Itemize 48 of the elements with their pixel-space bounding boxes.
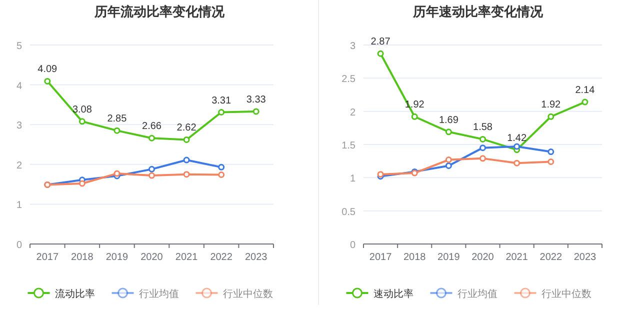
data-label: 2.87 bbox=[370, 36, 391, 48]
y-tick-label: 3 bbox=[350, 41, 356, 52]
x-tick-label: 2018 bbox=[71, 252, 94, 263]
legend-label: 速动比率 bbox=[373, 288, 414, 300]
legend-label: 行业中位数 bbox=[222, 288, 273, 300]
x-tick-label: 2022 bbox=[210, 252, 233, 263]
data-label: 1.69 bbox=[438, 114, 459, 126]
data-label: 3.33 bbox=[246, 94, 266, 106]
y-tick-label: 1 bbox=[16, 200, 22, 212]
legend-label: 行业均值 bbox=[457, 288, 498, 300]
data-label: 3.08 bbox=[72, 104, 92, 116]
y-tick-label: 0 bbox=[16, 240, 22, 251]
x-tick-label: 2017 bbox=[369, 252, 392, 263]
legend-label: 行业中位数 bbox=[541, 288, 592, 300]
data-label: 4.09 bbox=[38, 64, 58, 76]
x-tick-label: 2021 bbox=[175, 252, 198, 263]
x-tick-label: 2023 bbox=[244, 252, 268, 263]
data-label: 1.42 bbox=[507, 132, 527, 144]
x-tick-label: 2019 bbox=[438, 252, 460, 263]
data-label: 2.62 bbox=[176, 122, 197, 134]
x-tick-label: 2023 bbox=[574, 252, 597, 263]
data-label: 1.92 bbox=[541, 100, 562, 111]
y-tick-label: 3 bbox=[16, 120, 22, 132]
chart-title: 历年速动比率变化情况 bbox=[412, 4, 544, 19]
x-tick-label: 2020 bbox=[472, 252, 494, 263]
y-tick-label: 5 bbox=[16, 41, 22, 52]
legend-label: 流动比率 bbox=[54, 288, 95, 300]
x-tick-label: 2018 bbox=[403, 252, 426, 263]
data-label: 1.58 bbox=[473, 122, 493, 134]
y-tick-label: 2.5 bbox=[342, 74, 356, 86]
y-tick-label: 2 bbox=[16, 160, 22, 172]
chart-title: 历年流动比率变化情况 bbox=[93, 4, 226, 19]
x-tick-label: 2021 bbox=[506, 252, 528, 263]
y-tick-label: 0 bbox=[350, 240, 356, 251]
x-tick-label: 2019 bbox=[106, 252, 129, 263]
y-tick-label: 1.5 bbox=[342, 140, 356, 152]
data-label: 2.14 bbox=[575, 85, 596, 96]
y-tick-label: 4 bbox=[16, 80, 22, 92]
data-label: 3.31 bbox=[212, 95, 232, 106]
y-tick-label: 1 bbox=[350, 174, 356, 185]
y-tick-label: 2 bbox=[350, 107, 356, 118]
data-label: 2.85 bbox=[107, 114, 128, 125]
legend-label: 行业均值 bbox=[138, 288, 179, 300]
x-tick-label: 2022 bbox=[540, 252, 562, 263]
x-tick-label: 2017 bbox=[36, 252, 59, 263]
x-tick-label: 2020 bbox=[140, 252, 164, 263]
y-tick-label: 0.5 bbox=[342, 206, 356, 218]
data-label: 2.66 bbox=[142, 121, 162, 132]
